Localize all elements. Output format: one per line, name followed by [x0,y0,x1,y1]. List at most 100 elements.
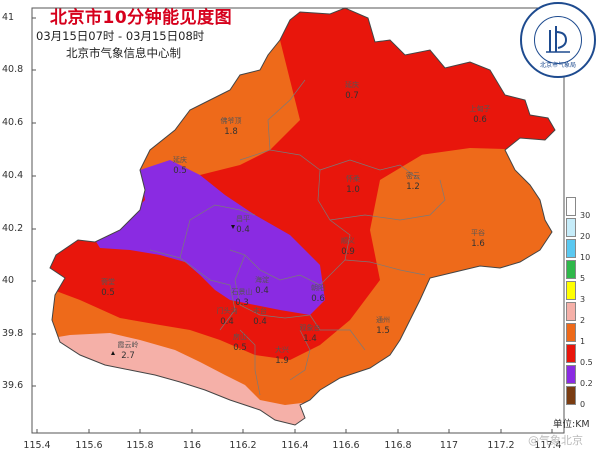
station-name: 斋堂 [101,278,115,286]
station-name: 佛爷顶 [220,117,242,125]
lon-label: 117.4 [534,440,562,451]
legend-value: 20 [580,232,591,241]
logo-caption: 北京市气象局 [539,62,576,69]
field-purple [95,160,325,315]
station-name: 昌平 [236,215,250,223]
station-name: 延庆 [173,156,187,164]
lat-label: 40.8 [2,64,24,75]
issuer-label: 北京市气象信息中心制 [66,46,181,60]
legend-swatch-0-2 [566,365,576,384]
legend-swatch-0-5 [566,344,576,363]
station-name: 朝阳 [311,284,325,292]
lat-label: 41 [2,12,15,23]
legend-swatch-2 [566,302,576,321]
legend-value: 10 [580,253,591,262]
legend-value: 3 [580,295,586,304]
station-value: 1.4 [303,334,317,344]
station-name: 顺义 [341,237,355,245]
station-value: 0.6 [473,115,487,125]
station-name: 石景山 [231,288,253,296]
lat-ticks [32,17,36,387]
lon-label: 115.6 [75,440,103,451]
station-label: 通州 1.5 [376,315,390,337]
lon-ticks [36,429,553,433]
legend-value: 1 [580,337,586,346]
lon-label: 116.2 [229,440,257,451]
logo-emblem-icon [546,26,570,53]
lat-label: 40 [2,275,15,286]
station-value: 1.0 [346,185,360,195]
station-name: 上甸子 [469,105,491,113]
lon-label: 116.6 [332,440,360,451]
legend-value: 0.5 [580,358,593,367]
bms-logo: 北京市气象局 [520,2,596,78]
station-value: 1.6 [471,239,485,249]
station-label: 密云 1.2 [406,171,420,193]
station-name: 怀柔 [346,175,360,183]
lon-label: 116 [182,440,202,451]
station-name: 大兴 [275,346,289,354]
legend-swatch-30 [566,197,576,216]
legend-value: 0.2 [580,379,593,388]
station-label: 海淀 0.4 [255,275,269,297]
station-markers [111,225,235,355]
legend-swatch-10 [566,239,576,258]
legend-value: 0 [580,400,586,409]
legend-swatch-1 [566,323,576,342]
map-title: 北京市10分钟能见度图 [50,8,233,28]
station-label: 怀柔 1.0 [346,174,360,196]
legend-swatch-0 [566,386,576,405]
lat-label: 40.6 [2,117,24,128]
legend-swatch-3 [566,281,576,300]
station-label: 霞云岭 2.7 [118,340,139,362]
station-name: 密云 [406,172,420,180]
station-label: 顺义 0.9 [341,236,355,258]
station-name: 霞云岭 [117,341,139,349]
lon-label: 116.8 [384,440,412,451]
station-label: 大兴 1.9 [275,345,289,367]
station-name: 延庆 [345,81,359,89]
station-value: 1.5 [376,326,390,336]
lon-label: 117.2 [487,440,515,451]
station-value: 0.5 [233,343,247,353]
station-name: 海淀 [255,276,269,284]
station-value: 2.7 [121,351,135,361]
logo-inner-ring [534,16,582,64]
station-name: 房山 [233,333,247,341]
station-marker-xiayunling [111,351,115,355]
station-label: 佛爷顶 1.8 [221,116,242,138]
legend-value: 30 [580,211,591,220]
station-label: 门头沟 0.4 [217,306,238,328]
time-range: 03月15日07时 - 03月15日08时 [36,29,205,43]
district-boundaries [149,79,446,396]
station-value: 0.4 [253,317,267,327]
station-name: 丰台 [253,307,267,315]
station-name: 门头沟 [216,307,238,315]
station-label: 丰台 0.4 [253,306,267,328]
station-label: 朝阳 0.6 [311,283,325,305]
legend-swatch-20 [566,218,576,237]
station-label: 延庆 0.7 [345,80,359,102]
lon-label: 115.4 [23,440,51,451]
legend-value: 2 [580,316,586,325]
field-orange-northwest [150,90,270,165]
station-name: 观象台 [299,324,321,332]
station-label: 延庆 0.5 [173,155,187,177]
legend: 30 20 10 5 3 2 1 0.5 0.2 0 [566,197,600,412]
lon-label: 115.8 [126,440,154,451]
station-label: 斋堂 0.5 [101,277,115,299]
plot-frame [31,7,565,434]
station-value: 0.5 [173,166,187,176]
lon-label: 116.4 [281,440,309,451]
legend-unit: 单位:KM [553,419,590,430]
station-value: 0.4 [220,317,234,327]
station-value: 1.8 [224,127,238,137]
station-value: 0.5 [101,288,115,298]
station-name: 平谷 [471,229,485,237]
station-label: 昌平 0.4 [236,214,250,236]
station-value: 0.9 [341,247,355,257]
lat-label: 39.8 [2,328,24,339]
